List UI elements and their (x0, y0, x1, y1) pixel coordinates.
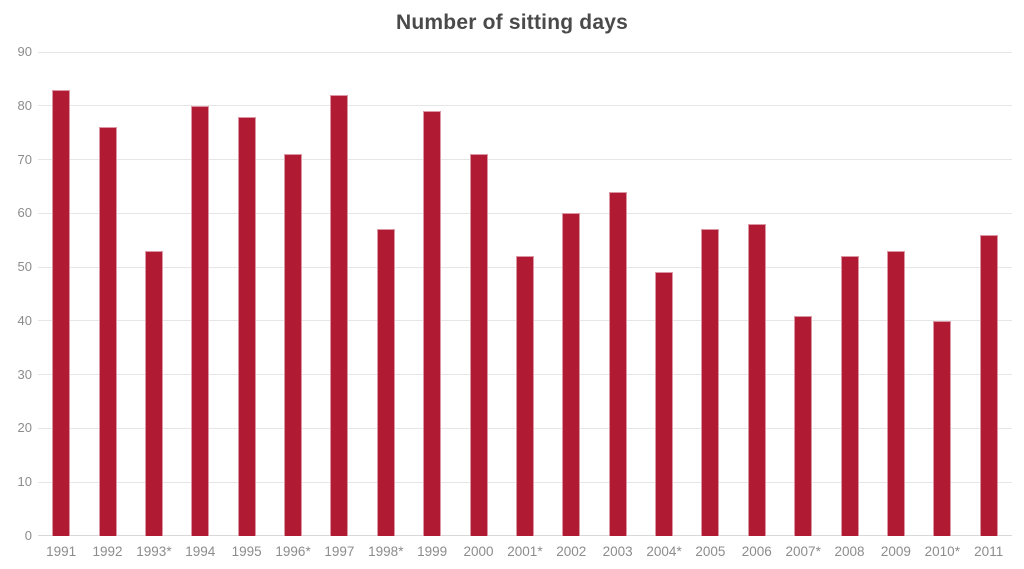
bar-slot-1998* (363, 52, 409, 536)
gridline-90 (38, 51, 1012, 53)
bar-slot-1992 (84, 52, 130, 536)
x-tick-label-2007*: 2007* (785, 544, 821, 559)
x-tick-label-2006: 2006 (741, 544, 772, 559)
y-tick-label-80: 80 (17, 97, 32, 113)
bar-slot-1991 (38, 52, 84, 536)
bar-1994 (191, 106, 210, 536)
bar-slot-2007* (780, 52, 826, 536)
bar-1991 (52, 90, 71, 536)
bar-2000 (469, 154, 488, 536)
bar-slot-2002 (548, 52, 594, 536)
y-tick-label-40: 40 (17, 312, 32, 328)
bar-slot-2009 (873, 52, 919, 536)
bar-slot-1993* (131, 52, 177, 536)
bar-slot-2005 (687, 52, 733, 536)
y-tick-label-30: 30 (17, 366, 32, 382)
gridline-70 (38, 159, 1012, 161)
bar-2006 (747, 224, 766, 536)
x-tick-label-2000: 2000 (463, 544, 494, 559)
gridline-80 (38, 105, 1012, 107)
y-tick-label-60: 60 (17, 205, 32, 221)
bar-1992 (98, 127, 117, 536)
bar-2001* (515, 256, 534, 536)
x-tick-label-2001*: 2001* (507, 544, 543, 559)
x-tick-label-2004*: 2004* (646, 544, 682, 559)
bar-slot-2003 (595, 52, 641, 536)
x-tick-label-1992: 1992 (92, 544, 123, 559)
x-tick-label-2005: 2005 (695, 544, 726, 559)
bar-1999 (423, 111, 442, 536)
x-tick-label-1997: 1997 (324, 544, 355, 559)
bar-slot-2011 (966, 52, 1012, 536)
bar-slot-1994 (177, 52, 223, 536)
y-tick-label-70: 70 (17, 151, 32, 167)
gridline-60 (38, 212, 1012, 214)
x-tick-label-1993*: 1993* (136, 544, 172, 559)
bar-2005 (701, 229, 720, 536)
bar-1993* (144, 251, 163, 536)
bar-1995 (237, 117, 256, 536)
bar-1998* (376, 229, 395, 536)
x-tick-label-1999: 1999 (417, 544, 448, 559)
x-tick-label-1995: 1995 (231, 544, 262, 559)
bar-slot-2008 (826, 52, 872, 536)
x-tick-label-2010*: 2010* (924, 544, 960, 559)
bar-2003 (608, 192, 627, 536)
bar-2011 (979, 235, 998, 536)
x-tick-label-2003: 2003 (602, 544, 633, 559)
x-tick-label-2002: 2002 (556, 544, 587, 559)
bar-1997 (330, 95, 349, 536)
bar-1996* (284, 154, 303, 536)
bar-2010* (933, 321, 952, 536)
y-tick-label-90: 90 (17, 44, 32, 59)
chart-title: Number of sitting days (396, 11, 628, 34)
bar-slot-1999 (409, 52, 455, 536)
bar-slot-1997 (316, 52, 362, 536)
y-tick-label-50: 50 (17, 259, 32, 275)
x-tick-label-1998*: 1998* (368, 544, 404, 559)
bar-slot-2006 (734, 52, 780, 536)
y-tick-label-20: 20 (17, 420, 32, 436)
bar-slot-2010* (919, 52, 965, 536)
y-tick-label-10: 10 (17, 474, 32, 490)
bar-slot-2000 (455, 52, 501, 536)
y-tick-label-0: 0 (24, 528, 32, 543)
x-tick-label-1996*: 1996* (275, 544, 311, 559)
x-tick-label-1994: 1994 (185, 544, 216, 559)
bar-2002 (562, 213, 581, 536)
bar-slot-1995 (224, 52, 270, 536)
x-tick-label-2009: 2009 (880, 544, 911, 559)
bar-2008 (840, 256, 859, 536)
y-axis: 0 10 20 30 40 50 60 70 80 90 (0, 0, 32, 569)
x-tick-label-2011: 2011 (974, 544, 1004, 559)
bar-slot-2001* (502, 52, 548, 536)
bar-2004* (655, 272, 674, 536)
x-tick-label-1991: 1991 (46, 544, 77, 559)
plot-area (38, 51, 1012, 536)
bar-series (38, 52, 1012, 536)
bar-2007* (794, 316, 813, 536)
x-tick-label-2008: 2008 (834, 544, 865, 559)
x-axis: 1991 1992 1993* 1994 1995 1996* 1997 1998* 1999 2… (38, 543, 1012, 560)
bar-slot-1996* (270, 52, 316, 536)
bar-slot-2004* (641, 52, 687, 536)
bar-2009 (886, 251, 905, 536)
